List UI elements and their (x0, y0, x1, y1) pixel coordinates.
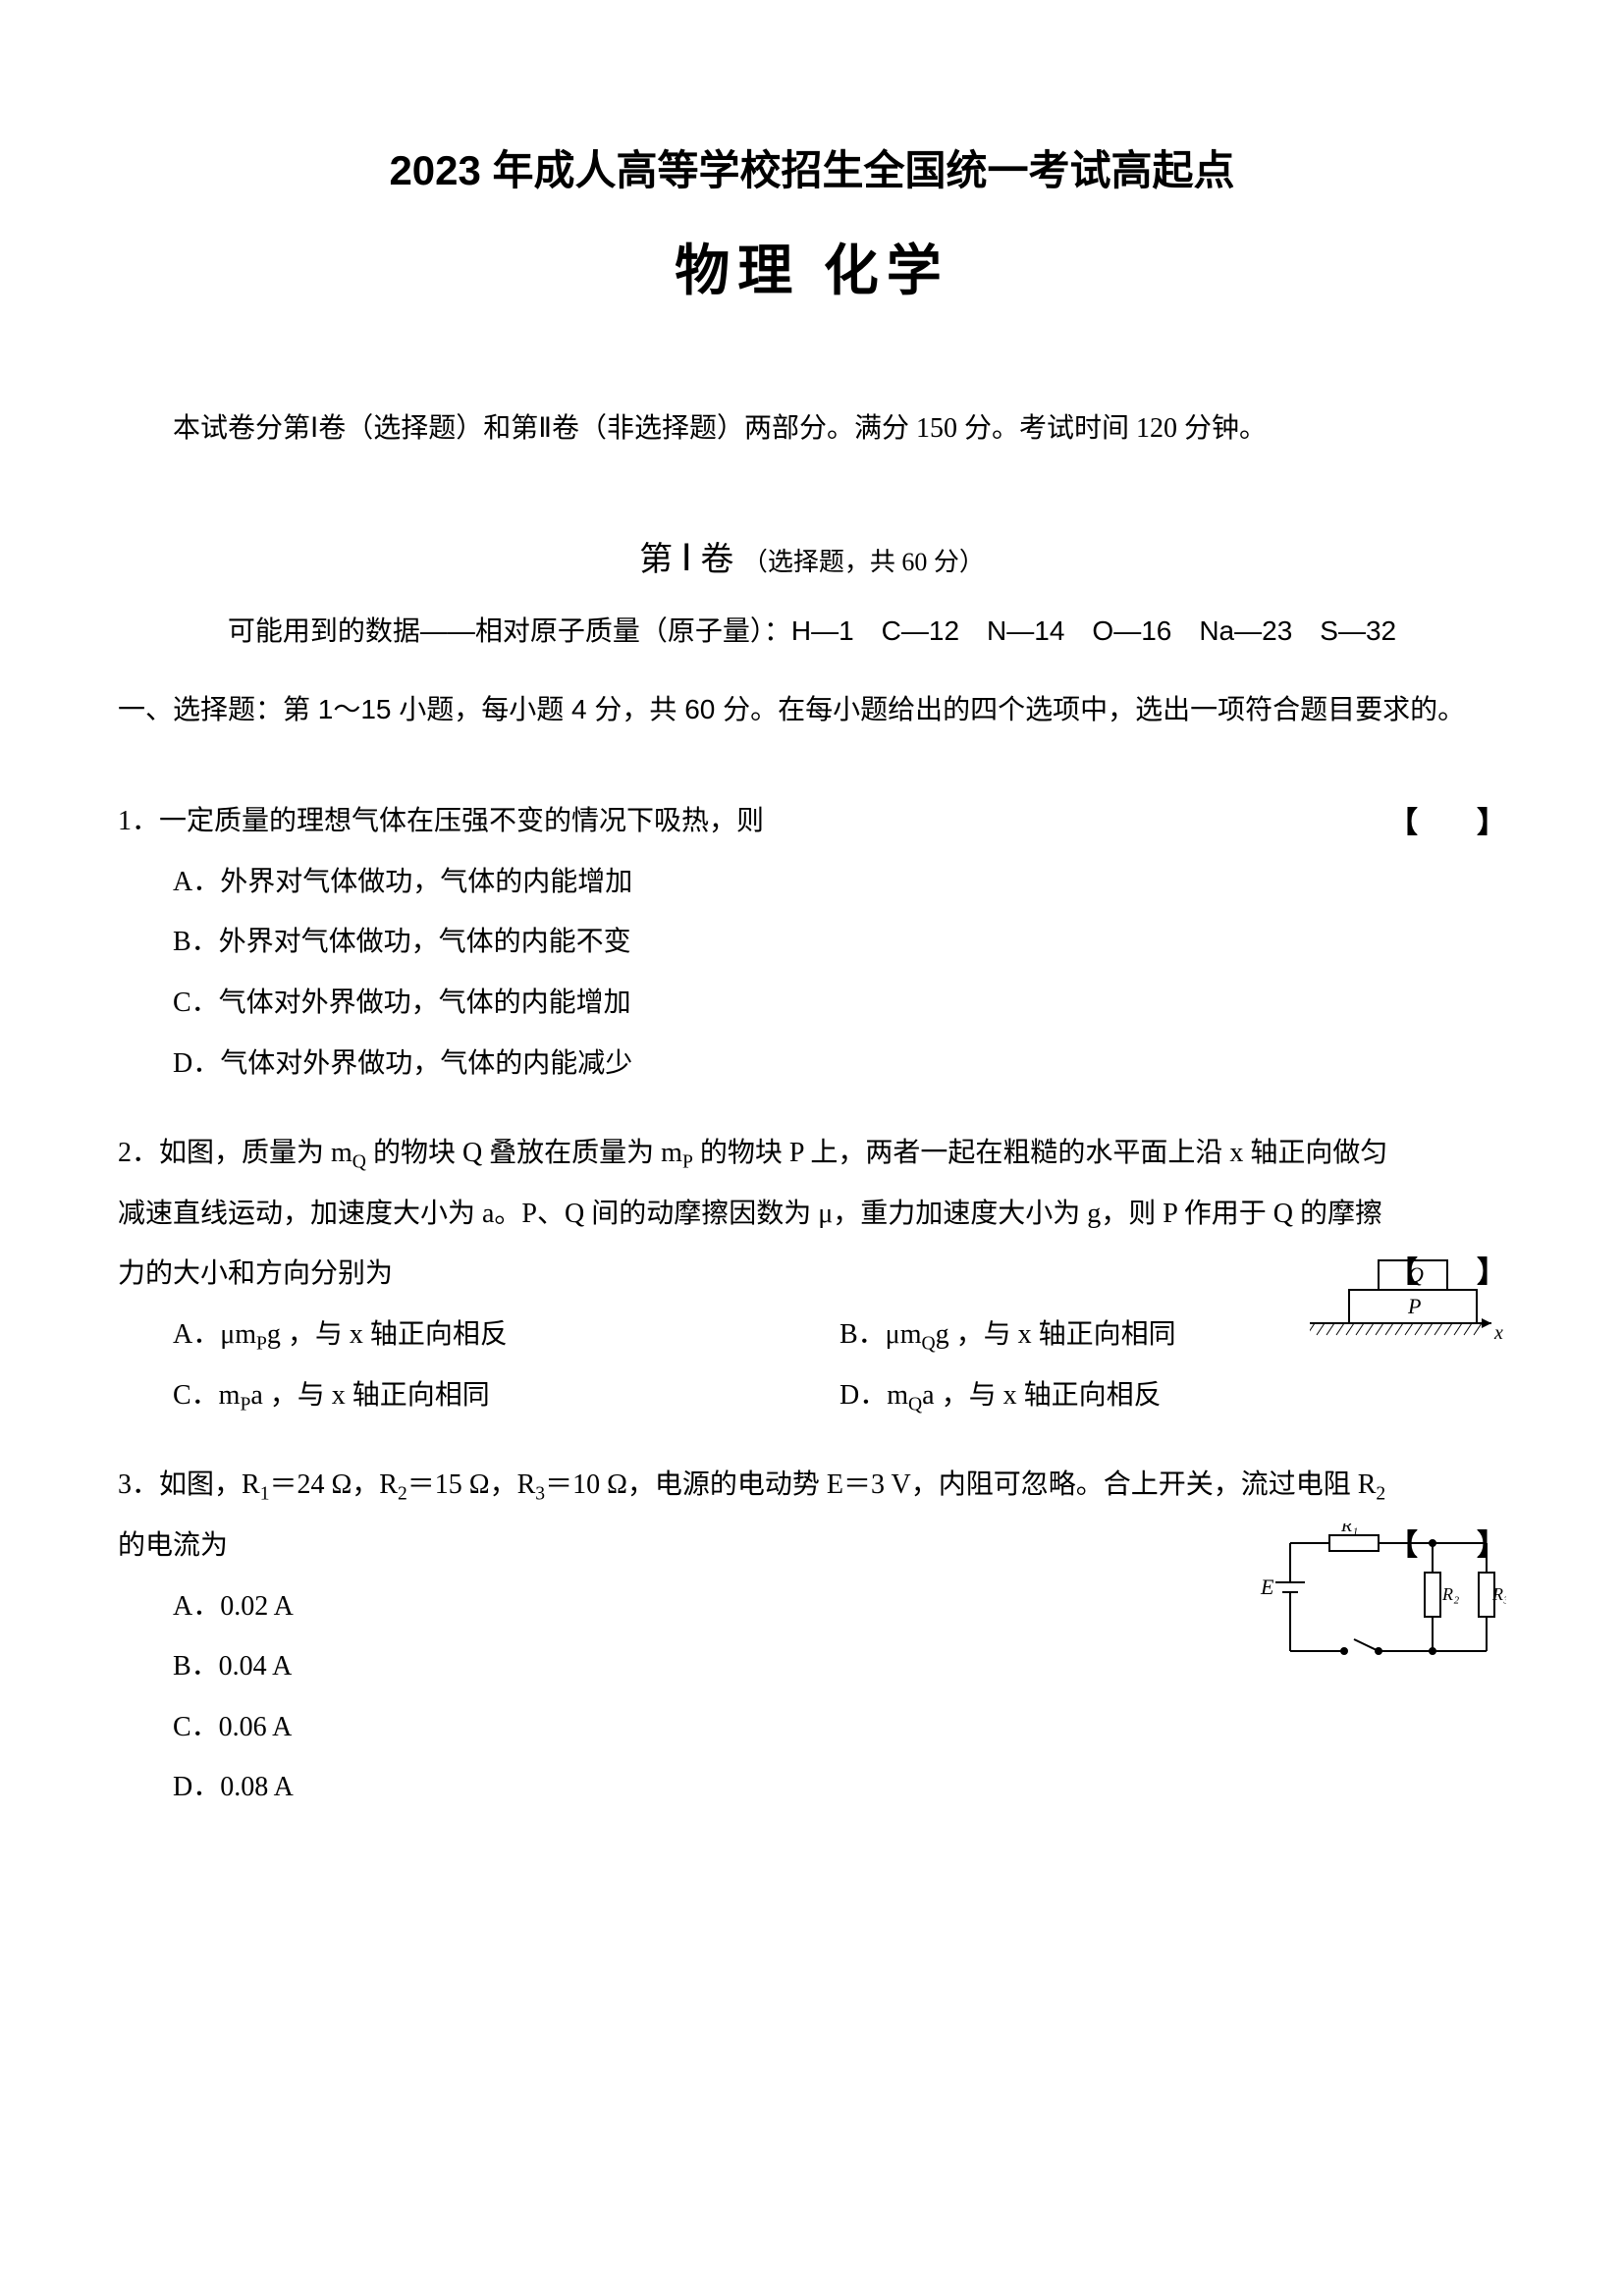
q2-d-1: D．m (839, 1380, 908, 1411)
q2-a-sub: P (256, 1334, 267, 1355)
question-3: 3．如图，R1＝24 Ω，R2＝15 Ω，R3＝10 Ω，电源的电动势 E＝3 … (118, 1455, 1506, 1818)
circuit-diagram-icon: E R₁ R₂ R₃ (1241, 1523, 1506, 1681)
svg-text:P: P (1407, 1294, 1421, 1318)
question-2: 2．如图，质量为 mQ 的物块 Q 叠放在质量为 mP 的物块 P 上，两者一起… (118, 1123, 1506, 1425)
q2-b-sub: Q (921, 1334, 935, 1355)
exam-intro: 本试卷分第Ⅰ卷（选择题）和第Ⅱ卷（非选择题）两部分。满分 150 分。考试时间 … (118, 404, 1506, 454)
atomic-data-line: 可能用到的数据——相对原子质量（原子量）：H—1 C—12 N—14 O—16 … (118, 610, 1506, 649)
q2-stem-p1: 如图，质量为 m (159, 1138, 352, 1168)
q3-stem-p1: 如图，R (159, 1469, 260, 1500)
q1-option-d: D．气体对外界做功，气体的内能减少 (173, 1034, 1506, 1095)
q2-option-a: A．μmPg ，与 x 轴正向相反 (173, 1305, 839, 1365)
label-r2: R₂ (1441, 1584, 1459, 1604)
q3-sub1: 1 (260, 1484, 270, 1505)
q3-diagram: E R₁ R₂ R₃ (1241, 1523, 1506, 1703)
section-suffix: 卷 (700, 542, 733, 578)
q1-option-a: A．外界对气体做功，气体的内能增加 (173, 852, 1506, 913)
answer-bracket: 【 】 (1388, 791, 1506, 856)
q3-sub4: 2 (1376, 1484, 1385, 1505)
q2-option-c: C．mPa ，与 x 轴正向相同 (173, 1365, 839, 1426)
q1-num: 1． (118, 806, 159, 836)
q3-stem-p4: ＝10 Ω，电源的电动势 E＝3 V，内阻可忽略。合上开关，流过电阻 R (545, 1469, 1376, 1500)
q2-c-sub: P (240, 1394, 250, 1415)
blocks-diagram-icon: Q P x (1310, 1251, 1506, 1359)
section-prefix: 第 (639, 542, 673, 578)
title-line-2: 物理 化学 (118, 227, 1506, 306)
q3-option-d: D．0.08 A (173, 1757, 1506, 1818)
q2-stem-p2: 的物块 Q 叠放在质量为 m (366, 1138, 682, 1168)
question-1: 1．一定质量的理想气体在压强不变的情况下吸热，则 【 】 A．外界对气体做功，气… (118, 791, 1506, 1094)
section-num: Ⅰ (681, 538, 692, 579)
section-instructions: 一、选择题：第 1～15 小题，每小题 4 分，共 60 分。在每小题给出的四个… (118, 688, 1506, 732)
q2-sub-q: Q (352, 1152, 366, 1173)
q3-sub2: 2 (398, 1484, 407, 1505)
q2-a-2: g ，与 x 轴正向相反 (267, 1319, 508, 1350)
q1-option-c: C．气体对外界做功，气体的内能增加 (173, 973, 1506, 1034)
title-line-1: 2023 年成人高等学校招生全国统一考试高起点 (118, 137, 1506, 197)
q3-num: 3． (118, 1469, 159, 1500)
q1-option-b: B．外界对气体做功，气体的内能不变 (173, 912, 1506, 973)
q2-c-2: a ，与 x 轴正向相同 (250, 1380, 489, 1411)
q2-sub-p: P (682, 1152, 693, 1173)
label-e: E (1260, 1575, 1274, 1599)
q2-c-1: C．m (173, 1380, 240, 1411)
label-r1: R₁ (1340, 1523, 1358, 1535)
label-r3: R₃ (1491, 1584, 1506, 1604)
q3-stem-p3: ＝15 Ω，R (407, 1469, 536, 1500)
q2-d-2: a ，与 x 轴正向相反 (922, 1380, 1161, 1411)
q3-option-c: C．0.06 A (173, 1697, 1506, 1758)
q1-stem: 一定质量的理想气体在压强不变的情况下吸热，则 (159, 806, 764, 836)
svg-text:Q: Q (1408, 1262, 1424, 1287)
svg-text:x: x (1493, 1322, 1503, 1344)
q2-num: 2． (118, 1138, 159, 1168)
section-header: 第 Ⅰ 卷 （选择题，共 60 分） (118, 532, 1506, 580)
q2-a-1: A．μm (173, 1319, 256, 1350)
q2-b-2: g ，与 x 轴正向相同 (936, 1319, 1176, 1350)
q3-stem-p5: 的电流为 (118, 1530, 228, 1561)
q2-b-1: B．μm (839, 1319, 921, 1350)
q2-d-sub: Q (908, 1394, 922, 1415)
q3-stem-p2: ＝24 Ω，R (270, 1469, 399, 1500)
q3-sub3: 3 (535, 1484, 545, 1505)
q2-diagram: Q P x (1310, 1251, 1506, 1381)
section-sub: （选择题，共 60 分） (742, 548, 985, 576)
